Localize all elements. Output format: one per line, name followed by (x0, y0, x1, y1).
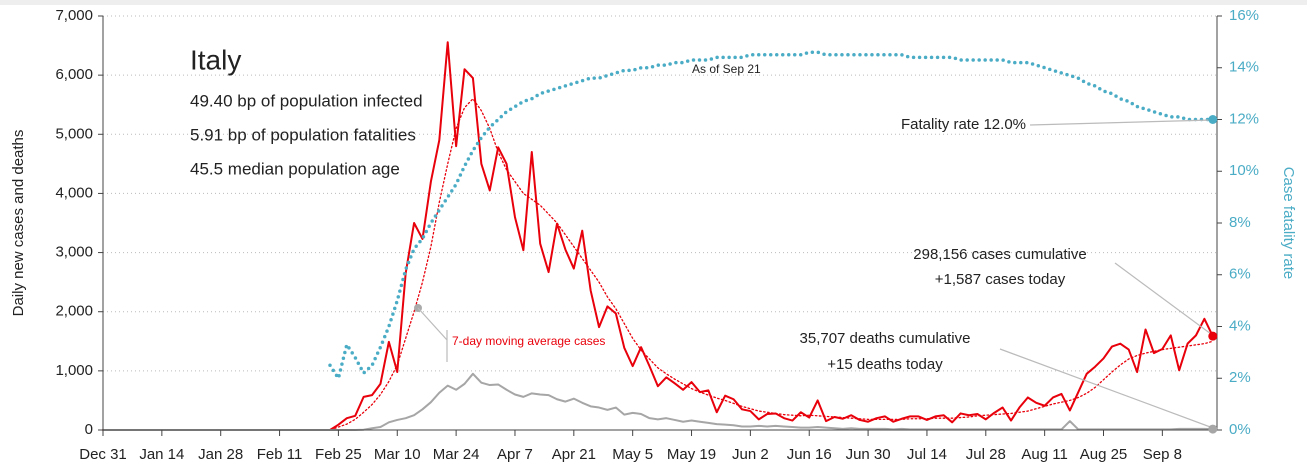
y2-tick-label: 2% (1229, 369, 1251, 386)
leader-line (1114, 262, 1212, 335)
y2-tick-label: 4% (1229, 317, 1251, 334)
y-tick-label: 7,000 (55, 7, 93, 24)
x-tick-label: Jan 14 (139, 446, 184, 463)
x-tick-label: Mar 24 (433, 446, 480, 463)
x-tick-label: May 19 (667, 446, 716, 463)
x-tick-label: Jul 14 (907, 446, 947, 463)
leader-line (1029, 119, 1214, 126)
x-tick-label: Sep 8 (1143, 446, 1182, 463)
dotted-line (328, 50, 1215, 380)
x-tick-label: Feb 25 (315, 446, 362, 463)
series-label: 7-day moving average cases (452, 334, 605, 348)
x-tick-label: Aug 11 (1021, 446, 1067, 463)
y-tick-label: 2,000 (55, 303, 93, 320)
x-tick-label: Apr 21 (552, 446, 596, 463)
note: 298,156 cases cumulative (913, 246, 1086, 263)
y2-tick-label: 10% (1229, 162, 1259, 179)
y-tick-label: 3,000 (55, 244, 93, 261)
chart-title: Italy (190, 44, 241, 75)
x-tick-label: Jun 2 (732, 446, 769, 463)
y-tick-label: 0 (85, 421, 93, 438)
top-band (0, 0, 1307, 5)
y-tick-label: 5,000 (55, 125, 93, 142)
note: As of Sep 21 (692, 62, 761, 76)
y-tick-label: 6,000 (55, 66, 93, 83)
x-tick-label: Jan 28 (198, 446, 243, 463)
note: +1,587 cases today (935, 271, 1066, 288)
x-tick-label: Feb 11 (257, 446, 303, 463)
y-tick-label: 4,000 (55, 184, 93, 201)
y2-tick-label: 16% (1229, 7, 1259, 24)
y2-tick-label: 8% (1229, 214, 1251, 231)
y2-tick-label: 12% (1229, 110, 1259, 127)
dotted-line (102, 98, 1214, 431)
x-tick-label: Jul 28 (966, 446, 1006, 463)
x-tick-label: Jun 16 (787, 446, 832, 463)
y2-tick-label: 14% (1229, 59, 1259, 76)
end-marker (1208, 331, 1218, 341)
note: 35,707 deaths cumulative (800, 330, 971, 347)
y2-tick-label: 0% (1229, 421, 1251, 438)
note: Fatality rate 12.0% (901, 116, 1026, 133)
y2-tick-label: 6% (1229, 266, 1251, 283)
series-line (102, 372, 1214, 431)
x-tick-label: Apr 7 (497, 446, 533, 463)
leader-line (417, 307, 448, 362)
y-axis-label: Daily new cases and deaths (10, 130, 27, 317)
x-tick-label: Jun 30 (846, 446, 891, 463)
x-tick-label: Dec 31 (79, 446, 127, 463)
grid (103, 15, 1217, 431)
x-tick-label: Mar 10 (374, 446, 421, 463)
x-tick-label: Aug 25 (1080, 446, 1128, 463)
end-marker (1208, 115, 1218, 124)
y-tick-label: 1,000 (55, 362, 93, 379)
note: +15 deaths today (827, 356, 943, 373)
x-tick-label: May 5 (612, 446, 653, 463)
note: 49.40 bp of population infected (190, 91, 423, 110)
leader-line (999, 348, 1214, 429)
y2-axis-label: Case fatality rate (1280, 167, 1297, 280)
note: 45.5 median population age (190, 159, 400, 178)
note: 5.91 bp of population fatalities (190, 125, 416, 144)
end-marker (1208, 424, 1218, 434)
